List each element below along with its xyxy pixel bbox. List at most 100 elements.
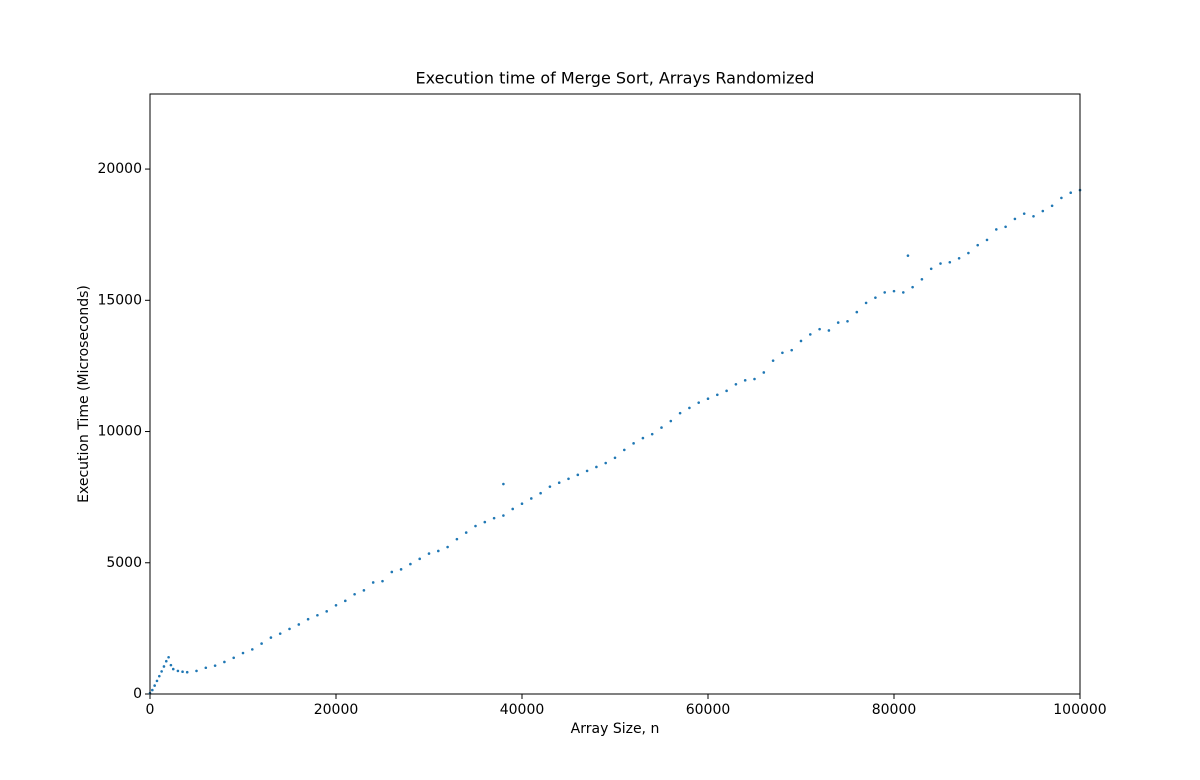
point — [623, 448, 626, 452]
point — [725, 389, 728, 393]
point — [164, 659, 168, 663]
point — [1069, 191, 1072, 194]
point — [557, 481, 561, 485]
point — [892, 289, 896, 293]
point — [911, 285, 914, 289]
point — [613, 456, 617, 460]
point — [169, 663, 173, 667]
point — [455, 537, 459, 541]
point — [762, 371, 766, 374]
point — [781, 351, 784, 355]
point — [155, 679, 159, 683]
point — [660, 426, 663, 429]
point — [223, 660, 226, 664]
point — [390, 570, 394, 574]
point — [585, 469, 589, 473]
point — [1050, 204, 1054, 208]
point — [167, 655, 170, 659]
x-axis-label: Array Size, n — [571, 721, 660, 737]
point — [520, 502, 524, 506]
y-tick-label: 15000 — [97, 292, 142, 308]
point — [181, 670, 184, 673]
x-tick-label: 100000 — [1053, 702, 1106, 718]
point — [1013, 217, 1017, 221]
point — [948, 260, 952, 264]
point — [418, 557, 422, 561]
point — [650, 432, 654, 436]
point — [204, 666, 208, 670]
point — [260, 642, 263, 645]
point — [790, 348, 793, 352]
point — [688, 406, 691, 410]
point — [409, 562, 412, 566]
point — [306, 617, 310, 621]
point — [483, 520, 487, 524]
point — [976, 243, 979, 247]
point — [957, 257, 961, 260]
point — [855, 310, 859, 314]
point — [548, 485, 552, 488]
point — [743, 379, 747, 382]
point — [232, 656, 235, 660]
point — [162, 665, 166, 668]
point — [325, 610, 329, 613]
y-tick-label: 5000 — [106, 555, 142, 571]
point — [437, 549, 440, 553]
point — [1032, 215, 1035, 218]
point — [902, 291, 905, 294]
point — [288, 627, 291, 631]
point — [278, 632, 282, 635]
point — [697, 401, 700, 404]
point — [771, 359, 775, 362]
point — [836, 321, 840, 324]
point — [502, 514, 505, 517]
point — [297, 623, 301, 626]
point — [874, 296, 877, 299]
point — [241, 651, 245, 655]
point — [753, 377, 756, 381]
point — [706, 397, 710, 401]
point — [151, 688, 154, 692]
plot-frame — [149, 93, 1081, 695]
point — [604, 461, 607, 465]
y-tick-label: 0 — [133, 686, 142, 702]
point — [846, 319, 849, 323]
point — [595, 465, 598, 469]
point — [818, 327, 821, 331]
point — [1060, 196, 1063, 200]
point — [716, 393, 719, 397]
point — [353, 592, 356, 596]
point — [160, 670, 163, 673]
chart-title: Execution time of Merge Sort, Arrays Ran… — [416, 69, 815, 88]
point — [269, 636, 273, 639]
point — [176, 669, 180, 673]
point — [158, 674, 161, 678]
point — [316, 613, 319, 617]
x-tick-label: 40000 — [500, 702, 545, 718]
point — [995, 228, 998, 231]
point — [799, 339, 803, 343]
x-tick-label: 60000 — [686, 702, 731, 718]
point — [153, 684, 156, 687]
point — [492, 516, 496, 520]
point — [906, 254, 910, 257]
point — [371, 581, 375, 584]
point — [576, 473, 580, 477]
point — [362, 589, 366, 592]
point — [344, 599, 347, 603]
point — [502, 482, 505, 486]
point — [827, 329, 831, 332]
point — [929, 267, 933, 271]
point — [171, 667, 175, 671]
point — [251, 648, 254, 651]
point — [530, 497, 533, 500]
x-tick-label: 20000 — [314, 702, 359, 718]
point — [427, 552, 431, 555]
point — [920, 278, 924, 281]
point — [669, 419, 673, 423]
y-tick-label: 10000 — [97, 424, 142, 440]
point — [446, 545, 449, 549]
point — [734, 382, 738, 386]
y-axis-label: Execution Time (Microseconds) — [76, 285, 92, 503]
